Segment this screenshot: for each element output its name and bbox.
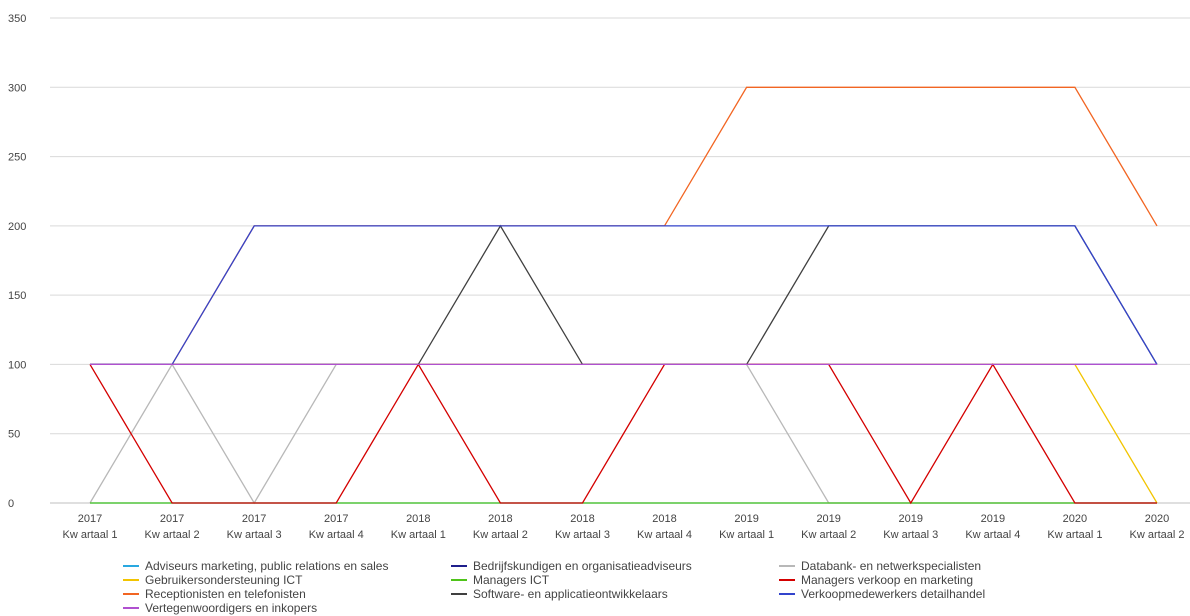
x-tick-quarter: Kw artaal 2 xyxy=(1129,529,1184,541)
x-tick-quarter: Kw artaal 4 xyxy=(309,529,364,541)
x-tick-quarter: Kw artaal 1 xyxy=(1047,529,1102,541)
gridlines xyxy=(50,17,1190,504)
legend-item[interactable]: Receptionisten en telefonisten xyxy=(123,588,306,600)
x-tick-year: 2018 xyxy=(652,513,676,525)
x-tick-year: 2019 xyxy=(734,513,758,525)
y-tick-label: 350 xyxy=(8,13,26,25)
x-tick-quarter: Kw artaal 1 xyxy=(391,529,446,541)
y-axis: 0 50 100 150 200 250 300 350 xyxy=(8,13,26,510)
legend-label: Bedrijfskundigen en organisatieadviseurs xyxy=(473,559,692,573)
y-tick-label: 250 xyxy=(8,152,26,164)
series-lines xyxy=(89,86,1158,505)
x-tick-label: 2020 Kw artaal 2 xyxy=(1129,513,1184,541)
x-tick-label: 2020 Kw artaal 1 xyxy=(1047,513,1102,541)
legend-swatch xyxy=(779,593,795,595)
x-tick-label: 2019 Kw artaal 2 xyxy=(801,513,856,541)
x-tick-quarter: Kw artaal 3 xyxy=(227,529,282,541)
y-tick-label: 50 xyxy=(8,429,20,441)
y-tick-label: 200 xyxy=(8,221,26,233)
y-tick-label: 0 xyxy=(8,498,14,510)
x-tick-year: 2017 xyxy=(324,513,348,525)
legend-item[interactable]: Adviseurs marketing, public relations en… xyxy=(123,560,388,572)
legend-item[interactable]: Managers ICT xyxy=(451,574,549,586)
legend-label: Managers ICT xyxy=(473,573,550,587)
x-tick-year: 2019 xyxy=(981,513,1005,525)
x-tick-label: 2017 Kw artaal 2 xyxy=(145,513,200,541)
legend-swatch xyxy=(123,607,139,609)
legend-swatch xyxy=(123,565,139,567)
legend-item[interactable]: Databank- en netwerkspecialisten xyxy=(779,560,981,572)
legend-label: Receptionisten en telefonisten xyxy=(145,587,306,601)
x-tick-label: 2017 Kw artaal 1 xyxy=(62,513,117,541)
x-tick-quarter: Kw artaal 4 xyxy=(965,529,1020,541)
x-tick-year: 2019 xyxy=(816,513,840,525)
x-tick-quarter: Kw artaal 4 xyxy=(637,529,692,541)
legend-label: Gebruikersondersteuning ICT xyxy=(145,573,303,587)
y-tick-label: 150 xyxy=(8,290,26,302)
x-tick-quarter: Kw artaal 3 xyxy=(555,529,610,541)
legend-label: Verkoopmedewerkers detailhandel xyxy=(801,587,986,601)
x-tick-year: 2020 xyxy=(1145,513,1169,525)
legend-swatch xyxy=(451,565,467,567)
x-tick-year: 2018 xyxy=(570,513,594,525)
legend-swatch xyxy=(451,593,467,595)
x-tick-label: 2018 Kw artaal 2 xyxy=(473,513,528,541)
legend-item[interactable]: Software- en applicatieontwikkelaars xyxy=(451,588,668,600)
legend-swatch xyxy=(779,565,795,567)
x-tick-quarter: Kw artaal 2 xyxy=(473,529,528,541)
series-line-9[interactable] xyxy=(90,225,1158,366)
x-tick-label: 2017 Kw artaal 3 xyxy=(227,513,282,541)
x-tick-label: 2019 Kw artaal 3 xyxy=(883,513,938,541)
legend-label: Vertegenwoordigers en inkopers xyxy=(145,601,318,615)
legend-label: Databank- en netwerkspecialisten xyxy=(801,559,982,573)
x-tick-quarter: Kw artaal 3 xyxy=(883,529,938,541)
legend: Adviseurs marketing, public relations en… xyxy=(0,558,1190,616)
legend-label: Managers verkoop en marketing xyxy=(801,573,974,587)
legend-item[interactable]: Bedrijfskundigen en organisatieadviseurs xyxy=(451,560,692,572)
legend-swatch xyxy=(123,593,139,595)
legend-label: Software- en applicatieontwikkelaars xyxy=(473,587,668,601)
x-tick-quarter: Kw artaal 2 xyxy=(145,529,200,541)
series-line-6[interactable] xyxy=(89,363,1157,505)
legend-label: Adviseurs marketing, public relations en… xyxy=(145,559,389,573)
legend-item[interactable]: Verkoopmedewerkers detailhandel xyxy=(779,588,985,600)
legend-item[interactable]: Gebruikersondersteuning ICT xyxy=(123,574,302,586)
x-tick-year: 2017 xyxy=(78,513,102,525)
y-tick-label: 100 xyxy=(8,359,26,371)
x-tick-year: 2019 xyxy=(899,513,923,525)
x-tick-label: 2019 Kw artaal 1 xyxy=(719,513,774,541)
y-tick-label: 300 xyxy=(8,82,26,94)
legend-swatch xyxy=(451,579,467,581)
x-tick-label: 2017 Kw artaal 4 xyxy=(309,513,364,541)
x-tick-quarter: Kw artaal 2 xyxy=(801,529,856,541)
x-tick-year: 2017 xyxy=(160,513,184,525)
x-tick-label: 2018 Kw artaal 3 xyxy=(555,513,610,541)
legend-item[interactable]: Vertegenwoordigers en inkopers xyxy=(123,602,317,614)
legend-item[interactable]: Managers verkoop en marketing xyxy=(779,574,973,586)
x-tick-year: 2020 xyxy=(1063,513,1087,525)
x-tick-label: 2018 Kw artaal 1 xyxy=(391,513,446,541)
x-tick-year: 2018 xyxy=(406,513,430,525)
x-tick-quarter: Kw artaal 1 xyxy=(62,529,117,541)
legend-swatch xyxy=(123,579,139,581)
legend-swatch xyxy=(779,579,795,581)
x-tick-year: 2018 xyxy=(488,513,512,525)
x-tick-label: 2018 Kw artaal 4 xyxy=(637,513,692,541)
x-tick-year: 2017 xyxy=(242,513,266,525)
x-tick-quarter: Kw artaal 1 xyxy=(719,529,774,541)
x-axis: 2017 Kw artaal 1 2017 Kw artaal 2 2017 Kw art… xyxy=(62,513,1184,541)
x-tick-label: 2019 Kw artaal 4 xyxy=(965,513,1020,541)
